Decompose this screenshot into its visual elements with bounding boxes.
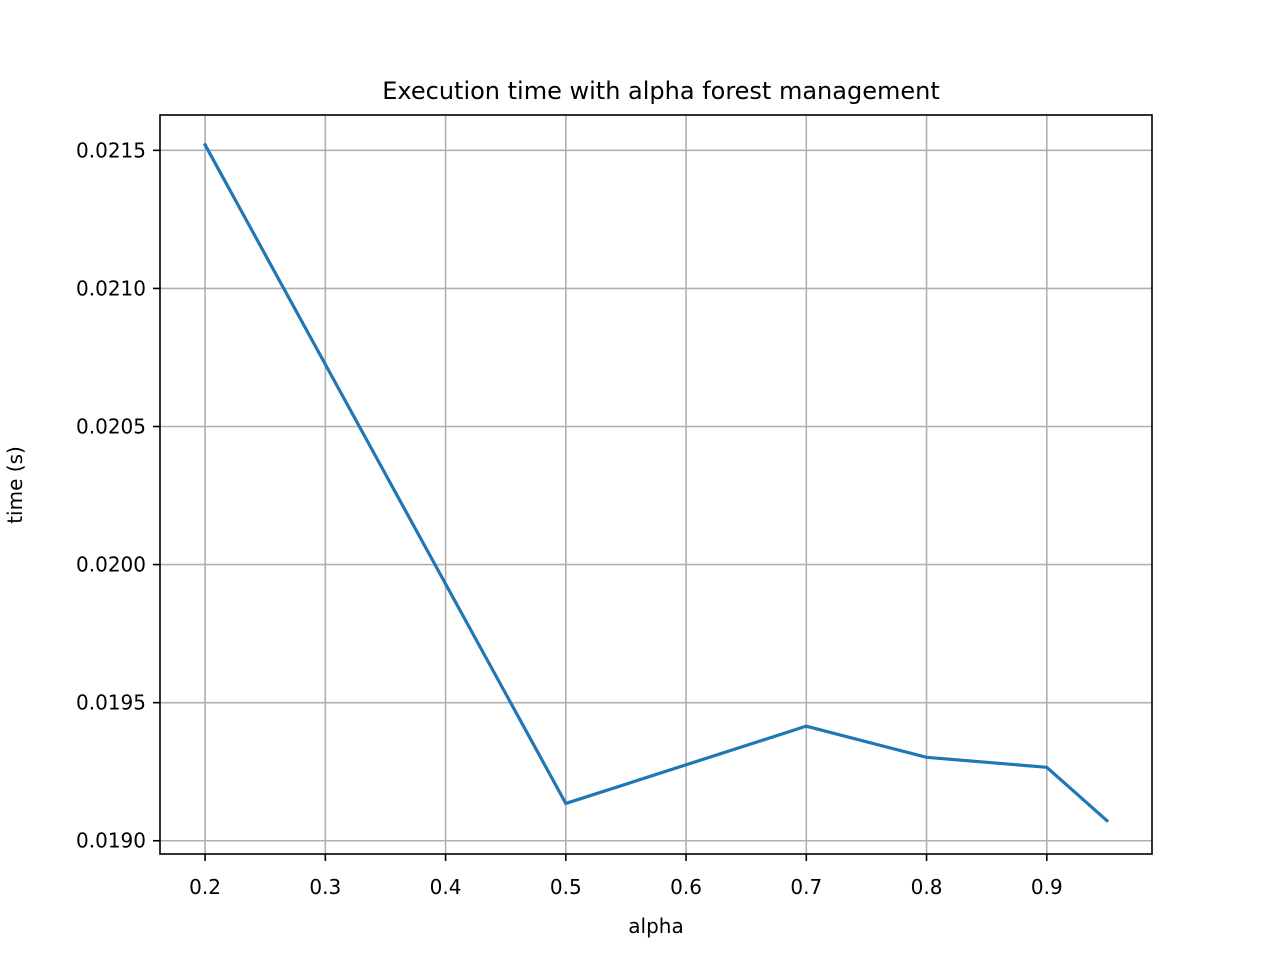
plot-frame — [159, 114, 1153, 855]
chart-title: Execution time with alpha forest managem… — [382, 77, 940, 105]
y-axis-ticks: 0.0190 0.0195 0.0200 0.0205 0.0210 0.0215 — [76, 138, 160, 853]
x-tick-label: 0.9 — [1031, 875, 1063, 899]
y-axis-label: time (s) — [3, 446, 27, 524]
x-tick-label: 0.4 — [430, 875, 462, 899]
y-tick-label: 0.0195 — [76, 691, 146, 715]
x-tick-label: 0.6 — [670, 875, 702, 899]
x-tick-label: 0.5 — [550, 875, 582, 899]
y-tick-label: 0.0205 — [76, 415, 146, 439]
x-tick-label: 0.8 — [911, 875, 943, 899]
x-tick-label: 0.2 — [189, 875, 221, 899]
grid-lines — [160, 115, 1152, 854]
series-layer — [202, 142, 1110, 823]
x-tick-label: 0.7 — [790, 875, 822, 899]
x-axis-label: alpha — [628, 914, 683, 938]
y-tick-label: 0.0200 — [76, 553, 146, 577]
x-axis-ticks: 0.2 0.3 0.4 0.5 0.6 0.7 0.8 0.9 — [189, 854, 1063, 899]
y-tick-label: 0.0210 — [76, 276, 146, 300]
y-tick-label: 0.0215 — [76, 138, 146, 162]
series-line — [202, 142, 1110, 823]
y-tick-label: 0.0190 — [76, 829, 146, 853]
x-tick-label: 0.3 — [309, 875, 341, 899]
